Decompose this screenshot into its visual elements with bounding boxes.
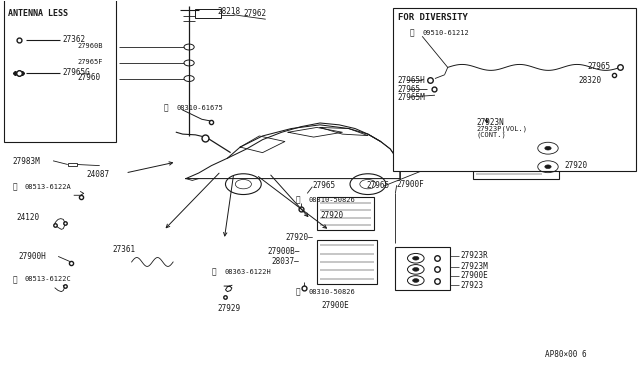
Text: 27900H: 27900H bbox=[19, 252, 46, 261]
Text: 27965F: 27965F bbox=[77, 59, 103, 65]
Text: Ⓢ: Ⓢ bbox=[296, 287, 300, 296]
Text: 27965: 27965 bbox=[312, 181, 335, 190]
Text: 27965: 27965 bbox=[587, 62, 610, 71]
Text: 27362: 27362 bbox=[62, 35, 85, 44]
Text: Ⓢ: Ⓢ bbox=[164, 104, 168, 113]
Text: 27923P(VOL.): 27923P(VOL.) bbox=[476, 125, 527, 132]
Text: 08513-6122A: 08513-6122A bbox=[25, 184, 72, 190]
Text: 27960: 27960 bbox=[77, 73, 100, 82]
Text: Ⓢ: Ⓢ bbox=[296, 196, 300, 205]
Circle shape bbox=[413, 256, 419, 260]
Text: 08310-50826: 08310-50826 bbox=[308, 289, 355, 295]
Bar bbox=[68, 163, 77, 166]
Text: 27983M: 27983M bbox=[12, 157, 40, 166]
Bar bbox=[4, 0, 116, 141]
Text: 27923M: 27923M bbox=[461, 262, 488, 271]
Text: Ⓢ: Ⓢ bbox=[12, 182, 17, 191]
Text: 27900B—: 27900B— bbox=[267, 247, 300, 256]
Bar bbox=[317, 197, 374, 231]
Text: 27920—: 27920— bbox=[286, 232, 314, 242]
Text: 27929: 27929 bbox=[218, 304, 241, 313]
Circle shape bbox=[413, 279, 419, 282]
Text: 28037—: 28037— bbox=[272, 257, 300, 266]
Circle shape bbox=[545, 146, 551, 150]
Text: 28320: 28320 bbox=[579, 76, 602, 85]
Text: 27361: 27361 bbox=[113, 244, 136, 253]
Text: 27965H: 27965H bbox=[398, 76, 426, 85]
Text: Ⓢ: Ⓢ bbox=[12, 275, 17, 284]
Bar bbox=[396, 247, 450, 290]
Text: 27965G: 27965G bbox=[62, 68, 90, 77]
Bar bbox=[195, 9, 221, 19]
Text: 08310-50826: 08310-50826 bbox=[308, 197, 355, 203]
Text: 08513-6122C: 08513-6122C bbox=[25, 276, 72, 282]
Text: 27923N: 27923N bbox=[476, 118, 504, 127]
Bar bbox=[394, 8, 636, 171]
Text: 27923R: 27923R bbox=[461, 251, 488, 260]
Text: 27965: 27965 bbox=[366, 181, 389, 190]
Text: 27965M: 27965M bbox=[398, 93, 426, 102]
Text: 24087: 24087 bbox=[87, 170, 110, 179]
Bar bbox=[317, 240, 378, 284]
Text: Ⓢ: Ⓢ bbox=[211, 267, 216, 276]
Text: 24120: 24120 bbox=[17, 213, 40, 222]
Text: (CONT.): (CONT.) bbox=[476, 132, 506, 138]
Bar bbox=[473, 131, 559, 179]
Circle shape bbox=[413, 267, 419, 271]
Text: 27923: 27923 bbox=[461, 281, 484, 290]
Text: AP80×00 6: AP80×00 6 bbox=[545, 350, 586, 359]
Text: 09510-61212: 09510-61212 bbox=[422, 30, 469, 36]
Circle shape bbox=[545, 165, 551, 169]
Text: 28218: 28218 bbox=[218, 7, 241, 16]
Text: 27965: 27965 bbox=[398, 85, 421, 94]
Text: 27962: 27962 bbox=[243, 9, 266, 18]
Text: 08310-61675: 08310-61675 bbox=[176, 105, 223, 111]
Text: 27960B: 27960B bbox=[77, 43, 103, 49]
Text: 27920: 27920 bbox=[320, 211, 343, 220]
Text: ANTENNA LESS: ANTENNA LESS bbox=[8, 9, 68, 18]
Text: 27900F: 27900F bbox=[397, 180, 424, 189]
Text: Ⓢ: Ⓢ bbox=[410, 29, 414, 38]
Text: 27920: 27920 bbox=[564, 161, 587, 170]
Text: 27900E: 27900E bbox=[321, 301, 349, 310]
Text: 08363-6122H: 08363-6122H bbox=[224, 269, 271, 275]
Text: FOR DIVERSITY: FOR DIVERSITY bbox=[398, 13, 468, 22]
Text: 27900E: 27900E bbox=[461, 271, 488, 280]
